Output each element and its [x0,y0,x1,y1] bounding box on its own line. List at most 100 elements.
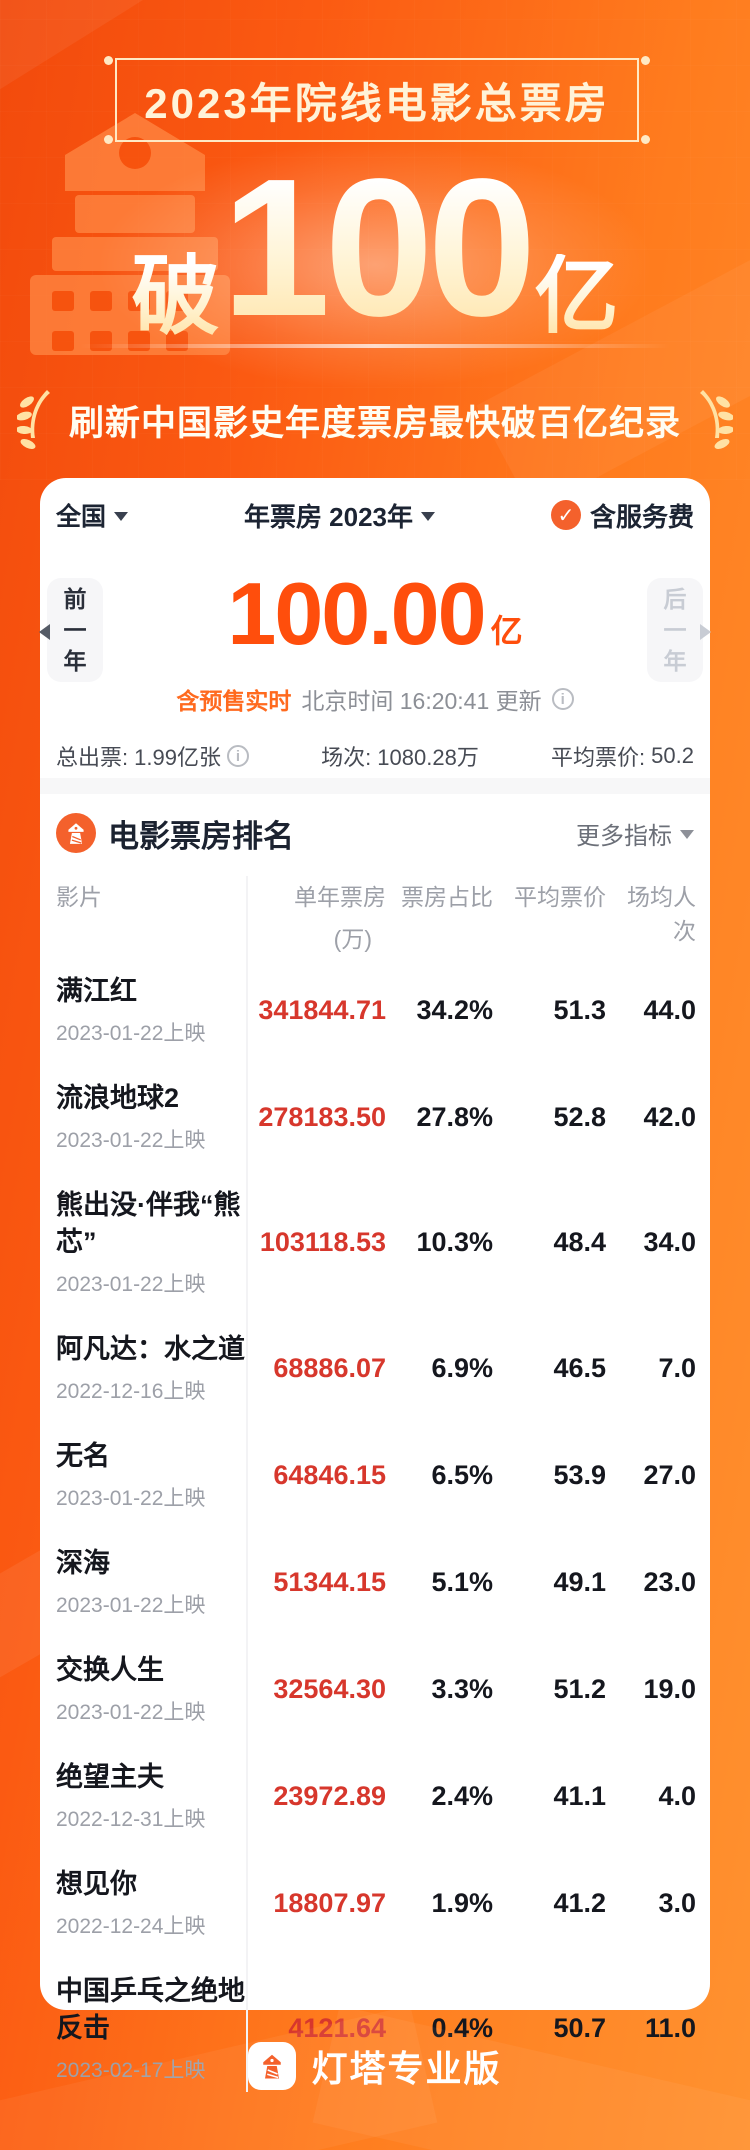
more-metrics-label: 更多指标 [576,822,672,850]
col-attendance: 场均人次 [627,884,696,944]
headline: 破 100 亿 [0,150,750,346]
film-title: 阿凡达：水之道 [56,1334,245,1364]
share-value: 0.4% [431,2013,493,2043]
more-metrics-button[interactable]: 更多指标 [576,816,694,851]
share-value: 5.1% [431,1566,493,1597]
service-fee-toggle[interactable]: ✓ 含服务费 [550,497,694,534]
stat-total-tickets: 总出票: 1.99亿张 i [56,740,249,772]
column-divider [246,876,248,2092]
box-office-value: 4121.64 [288,2013,386,2043]
stat-value: 50.2 [651,743,694,768]
share-value: 2.4% [431,1780,493,1811]
attendance-value: 7.0 [658,1352,696,1383]
col-avg-price: 平均票价 [514,884,606,910]
table-header: 影片 单年票房 (万) 票房占比 平均票价 场均人次 [56,870,696,956]
price-value: 41.2 [553,1887,606,1918]
info-icon[interactable]: i [226,745,249,767]
attendance-value: 34.0 [643,1227,696,1257]
price-value: 46.5 [553,1352,606,1383]
metric-label: 年票房 2023年 [243,501,414,532]
prev-year-button[interactable]: 前一年 [39,578,103,682]
table-row[interactable]: 熊出没·伴我“熊芯” 2023-01-22上映 103118.53 10.3% 4… [56,1170,696,1314]
price-value: 52.8 [553,1101,606,1132]
laurel-left-icon [16,390,50,449]
table-row[interactable]: 深海 2023-01-22上映 51344.15 5.1% 49.1 23.0 [56,1528,696,1635]
prev-year-label: 前一年 [63,585,87,674]
release-date: 2022-12-16上映 [56,1380,206,1403]
ranking-title: 电影票房排名 [108,818,294,854]
table-row[interactable]: 阿凡达：水之道 2022-12-16上映 68886.07 6.9% 46.5 7… [56,1314,696,1421]
ranking-table: 影片 单年票房 (万) 票房占比 平均票价 场均人次 满江红 2023-01-22… [56,870,696,2100]
share-value: 6.5% [431,1459,493,1490]
film-title: 想见你 [56,1869,137,1899]
arrow-left-icon [39,624,50,640]
film-title: 无名 [56,1441,110,1471]
release-date: 2023-01-22上映 [56,1273,206,1296]
region-label: 全国 [56,503,107,531]
box-office-card: 全国 年票房 2023年 ✓ 含服务费 前一年 后一年 [39,478,711,2092]
film-title: 满江红 [56,976,137,1006]
release-date: 2023-01-22上映 [56,1129,206,1152]
info-icon[interactable]: i [551,688,574,710]
box-office-value: 64846.15 [273,1459,386,1490]
release-date: 2023-01-22上映 [56,1487,206,1510]
stat-label: 平均票价: [551,745,646,770]
release-date: 2023-02-17上映 [56,2059,206,2082]
ranking-header: 电影票房排名 更多指标 [56,808,694,858]
next-year-label: 后一年 [663,585,687,674]
col-box-unit: (万) [333,926,372,952]
next-year-button[interactable]: 后一年 [647,578,711,682]
col-box-office: 单年票房 (万) [246,878,386,954]
box-office-value: 68886.07 [273,1352,386,1383]
price-value: 53.9 [553,1459,606,1490]
subtitle-row: 刷新中国影史年度票房最快破百亿纪录 [0,388,750,452]
release-date: 2023-01-22上映 [56,1022,206,1045]
chevron-down-icon [680,830,694,839]
update-row: 含预售实时 北京时间 16:20:41 更新 i [40,682,710,716]
col-share: 票房占比 [401,884,493,910]
table-row[interactable]: 流浪地球2 2023-01-22上映 278183.50 27.8% 52.8 4… [56,1063,696,1170]
hero-banner-title: 2023年院线电影总票房 [144,79,610,127]
box-office-value: 51344.15 [273,1566,386,1597]
table-row[interactable]: 中国乒乓之绝地反击 2023-02-17上映 4121.64 0.4% 50.7 … [56,1956,696,2100]
film-title: 熊出没·伴我“熊芯” [56,1190,241,1257]
stat-label: 场次: [321,745,372,770]
release-date: 2022-12-24上映 [56,1915,206,1938]
table-row[interactable]: 满江红 2023-01-22上映 341844.71 34.2% 51.3 44.… [56,956,696,1063]
film-title: 中国乒乓之绝地反击 [56,1976,245,2043]
stat-avg-price: 平均票价: 50.2 [551,740,694,772]
box-office-value: 278183.50 [258,1101,386,1132]
table-row[interactable]: 绝望主夫 2022-12-31上映 23972.89 2.4% 41.1 4.0 [56,1742,696,1849]
stats-row: 总出票: 1.99亿张 i 场次: 1080.28万 平均票价: 50.2 [56,740,694,772]
table-row[interactable]: 无名 2023-01-22上映 64846.15 6.5% 53.9 27.0 [56,1421,696,1528]
footer-brand: 灯塔专业版 [0,2040,750,2092]
update-time: 北京时间 16:20:41 更新 [301,688,542,714]
price-value: 48.4 [553,1227,606,1257]
film-title: 绝望主夫 [56,1762,164,1792]
table-row[interactable]: 交换人生 2023-01-22上映 32564.30 3.3% 51.2 19.0 [56,1635,696,1742]
presale-label: 含预售实时 [176,688,292,714]
stat-label: 总出票: [56,745,129,770]
film-title: 交换人生 [56,1655,164,1685]
region-selector[interactable]: 全国 [56,497,129,533]
share-value: 10.3% [416,1227,493,1257]
price-value: 51.3 [553,994,606,1025]
check-circle-icon: ✓ [550,500,581,530]
price-value: 50.7 [553,2013,606,2043]
share-value: 3.3% [431,1673,493,1704]
film-title: 流浪地球2 [56,1083,180,1113]
brand-name: 灯塔专业版 [311,2048,502,2089]
share-value: 34.2% [416,994,493,1025]
controls-row: 全国 年票房 2023年 ✓ 含服务费 [56,496,694,534]
attendance-value: 4.0 [658,1780,696,1811]
metric-selector[interactable]: 年票房 2023年 [243,497,436,534]
chevron-down-icon [421,512,436,521]
table-row[interactable]: 想见你 2022-12-24上映 18807.97 1.9% 41.2 3.0 [56,1849,696,1956]
col-box-label: 单年票房 [294,884,386,910]
attendance-value: 19.0 [643,1673,696,1704]
attendance-value: 42.0 [643,1101,696,1132]
box-office-value: 23972.89 [273,1780,386,1811]
arrow-right-icon [700,624,711,640]
share-value: 6.9% [431,1352,493,1383]
